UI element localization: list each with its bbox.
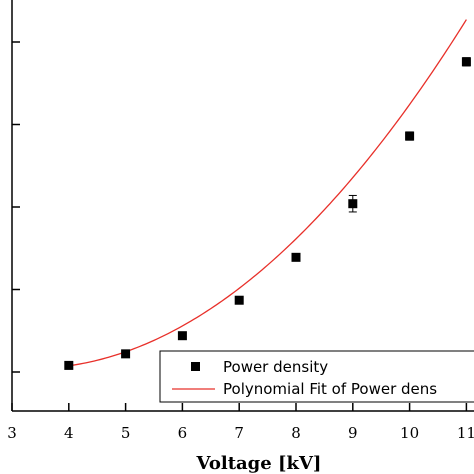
x-tick-label: 8 [291,424,301,442]
data-points [64,57,471,370]
x-tick-label: 3 [7,424,17,442]
x-tick-label: 4 [64,424,74,442]
x-tick-label: 11 [457,424,474,442]
data-point [121,349,131,359]
x-tick-label: 10 [400,424,419,442]
data-point [348,199,358,209]
polynomial-fit-line [68,19,467,367]
data-point [291,252,301,262]
legend-marker-power-density [191,362,200,371]
axes [11,0,474,412]
data-point [461,57,471,67]
data-point [177,331,187,341]
y-ticks [12,41,20,373]
legend-label-polynomial-fit: Polynomial Fit of Power dens [223,380,437,398]
data-point [405,131,415,141]
x-ticks [11,403,468,411]
legend-box [159,350,474,403]
x-tick-label: 7 [234,424,244,442]
x-tick-labels: 3 4 5 6 7 8 9 10 11 [7,424,474,442]
legend: Power density Polynomial Fit of Power de… [159,350,474,403]
data-point [64,360,74,370]
x-axis-label: Voltage [kV] [196,453,322,474]
data-point [234,295,244,305]
x-tick-label: 6 [178,424,188,442]
x-tick-label: 9 [348,424,358,442]
x-tick-label: 5 [121,424,131,442]
legend-label-power-density: Power density [223,358,328,376]
